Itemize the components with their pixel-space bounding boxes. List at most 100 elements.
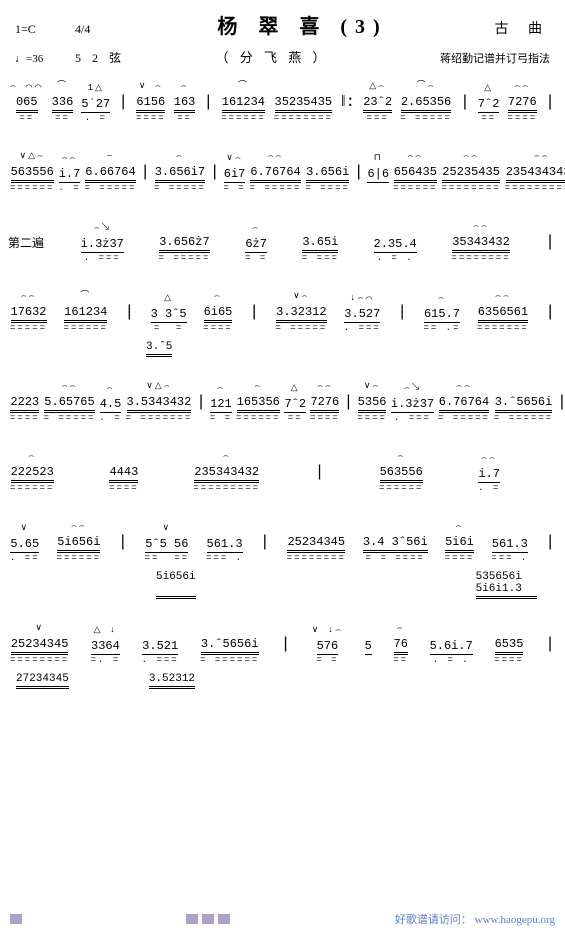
- notes: 656435: [394, 165, 437, 183]
- beam-under: = =: [316, 655, 338, 665]
- bowing-marks: ⌢: [217, 383, 225, 397]
- bowing-marks: ⌢⌢: [463, 151, 479, 165]
- footer-text: 好歌谱请访问：: [395, 914, 472, 926]
- notes: 576: [317, 639, 339, 655]
- beam-under: ========: [10, 655, 69, 665]
- ossia-notes: 535656i 5i6i1.3: [476, 571, 537, 599]
- footer-deco-left: [10, 914, 22, 924]
- measure: 4443====: [109, 451, 139, 493]
- beam-under: . ===: [142, 655, 179, 665]
- notes: 563556: [380, 465, 423, 483]
- notes: 7ˆ2: [284, 397, 306, 413]
- barline: |: [247, 303, 261, 321]
- beam-under: = =: [223, 183, 245, 193]
- barline: |: [543, 635, 557, 653]
- time-signature: 4/4: [75, 22, 135, 37]
- beam-under: = ======: [200, 655, 259, 665]
- staff-line: 2223====⌢⌢5.65765= =====⌢4.5. =∨△⌢3.5343…: [8, 381, 557, 423]
- notes: 3.ˆ5656i: [201, 637, 259, 655]
- ossia-line: 3.ˆ5: [8, 341, 557, 357]
- bowing-marks: ⌒⌢: [417, 81, 436, 95]
- notes: 561.3: [207, 537, 243, 553]
- bowing-marks: ⌢⌢: [71, 521, 87, 535]
- ossia-line: 5i656i535656i 5i6i1.3: [8, 571, 557, 599]
- notes: 7276: [310, 395, 339, 413]
- barline: |: [543, 233, 557, 251]
- bowing-marks: ∨ ⌢: [139, 81, 163, 95]
- beam-under: = =====: [85, 183, 137, 193]
- measure: △7ˆ2==: [478, 83, 500, 123]
- beam-under: . ===: [394, 413, 431, 423]
- footer-deco-mid1: [186, 914, 230, 924]
- notes: 3.65i: [302, 235, 338, 253]
- bowing-marks: [324, 151, 331, 165]
- beam-under: = =====: [154, 183, 206, 193]
- notes: 6156: [136, 95, 165, 113]
- measure: ⌢↘i.3ż37. ===: [81, 223, 124, 263]
- measure: ∨△⌢563556======: [10, 151, 54, 193]
- bowing-marks: ∨ ↓⌢: [312, 625, 343, 639]
- barline: |: [313, 463, 327, 481]
- tuning: 5 2 弦: [75, 49, 155, 66]
- bowing-marks: [181, 221, 188, 235]
- measure: ⌢6i65====: [203, 291, 233, 333]
- beam-under: ==: [177, 113, 192, 123]
- bowing-marks: ⌢: [438, 293, 446, 307]
- bowing-marks: ⌣: [107, 151, 115, 165]
- measure: 3.656i= ====: [305, 151, 349, 193]
- beam-under: ======: [221, 113, 265, 123]
- notes: 35235435: [275, 95, 333, 113]
- beam-under: ====: [136, 113, 166, 123]
- beam-under: ====: [445, 553, 475, 563]
- barline: |: [208, 163, 222, 181]
- bowing-marks: ∨⌢: [293, 291, 310, 305]
- notes: 3.527: [344, 307, 380, 323]
- beam-under: ===: [367, 113, 389, 123]
- bowing-marks: ⊓: [374, 153, 383, 167]
- notes: 6.66764: [85, 165, 135, 183]
- bowing-marks: ∨⌢: [364, 381, 381, 395]
- measure: 35235435========: [274, 81, 333, 123]
- bowing-marks: △: [164, 293, 173, 307]
- notes: 7ˆ2: [478, 97, 500, 113]
- bowing-marks: ⌢: [107, 383, 115, 397]
- beam-under: === .: [491, 553, 528, 563]
- bowing-marks: [156, 625, 163, 639]
- notes: 3.4 3ˆ56i: [363, 535, 428, 553]
- barline: |: [258, 533, 272, 551]
- notes: 5.65: [10, 537, 39, 553]
- notes: 6.76764: [250, 165, 300, 183]
- notes: 235434343ż: [506, 165, 565, 183]
- measure: ⌢6ż7= =: [245, 223, 267, 263]
- measure: ⌢⌢6.76764= =====: [250, 151, 302, 193]
- beam-under: == .=: [423, 323, 460, 333]
- notes: 4.5: [100, 397, 122, 413]
- beam-under: ==: [288, 413, 303, 423]
- barline: |: [543, 533, 557, 551]
- bowing-marks: ⌢: [176, 151, 184, 165]
- barline: |: [395, 303, 409, 321]
- measure: ⌢↘i.3ż37. ===: [391, 383, 434, 423]
- measure: ⌢4.5. =: [99, 383, 121, 423]
- staff-line: ⌢222523====== 4443====⌢235343432========…: [8, 451, 557, 493]
- repeat-label: 第二遍: [8, 234, 44, 251]
- measure: ⌢⌢7276====: [310, 381, 340, 423]
- beam-under: ====: [494, 655, 524, 665]
- score-header: 1=C 4/4 杨 翠 喜 (3) 古 曲 ♩=36 5 2 弦 （ 分 飞 燕…: [0, 0, 565, 71]
- beam-under: == ==: [145, 553, 189, 563]
- beam-under: = =: [210, 413, 232, 423]
- barline: |: [352, 163, 366, 181]
- measure: △3 3ˆ5= =: [151, 293, 187, 333]
- measure: ∨△⌢3.5343432= =======: [126, 381, 193, 423]
- beam-under: === .: [206, 553, 243, 563]
- measure: ⌢⌢i.7. =: [58, 153, 80, 193]
- beam-under: . ==: [10, 553, 40, 563]
- beam-under: =========: [193, 483, 260, 493]
- measure: ⌒336==: [52, 81, 74, 123]
- notes: 7276: [508, 95, 537, 113]
- measure: 3.65i= ===: [302, 221, 339, 263]
- notes: 4443: [109, 465, 138, 483]
- score-body: ⌢ ⌒⌒065==⌒336==1△5˙27. =|∨ ⌢6156====⌢163…: [0, 71, 565, 723]
- measure: ⌢615.7== .=: [423, 293, 460, 333]
- measure: ⌢5i6i====: [445, 521, 475, 563]
